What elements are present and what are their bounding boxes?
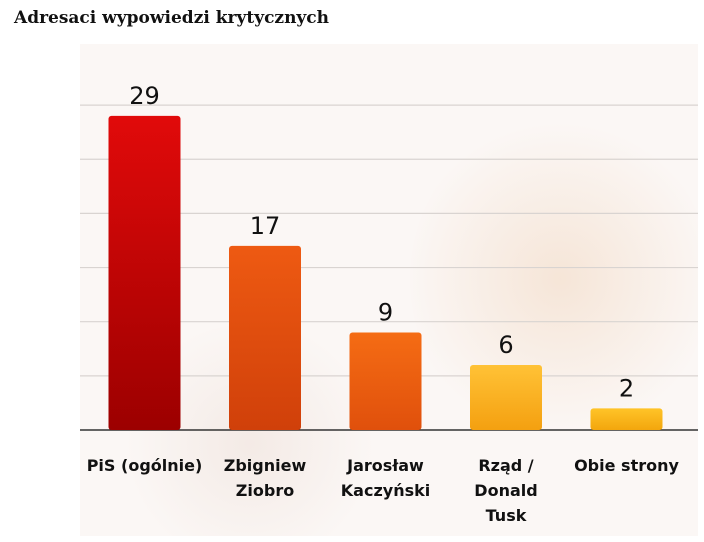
x-tick-label: Zbigniew: [224, 456, 307, 475]
bar: [590, 408, 663, 430]
bar: [349, 332, 422, 430]
data-label: 6: [498, 331, 513, 359]
x-tick-label: Rząd /: [478, 456, 533, 475]
chart-title: Adresaci wypowiedzi krytycznych: [14, 8, 330, 28]
x-tick-label: Ziobro: [236, 481, 294, 500]
chart-panel: 29 PiS (ogólnie) 17 Zbigniew Ziobro 9 Jarosław…: [80, 44, 698, 536]
background-decoration: [410, 114, 698, 444]
bar: [108, 115, 181, 431]
data-label: 17: [250, 212, 281, 240]
data-label: 29: [129, 82, 160, 110]
bar-chart: 29 PiS (ogólnie) 17 Zbigniew Ziobro 9 Jarosław…: [80, 82, 698, 525]
data-label: 9: [378, 299, 393, 327]
x-tick-label: Donald: [474, 481, 537, 500]
bar: [470, 365, 542, 430]
data-label: 2: [619, 374, 634, 402]
x-tick-label: Obie strony: [574, 456, 679, 475]
x-tick-label: Tusk: [486, 506, 527, 525]
x-tick-label: Jarosław: [346, 456, 424, 475]
bar: [229, 245, 301, 430]
x-tick-label: Kaczyński: [341, 481, 430, 500]
x-tick-label: PiS (ogólnie): [87, 456, 203, 475]
